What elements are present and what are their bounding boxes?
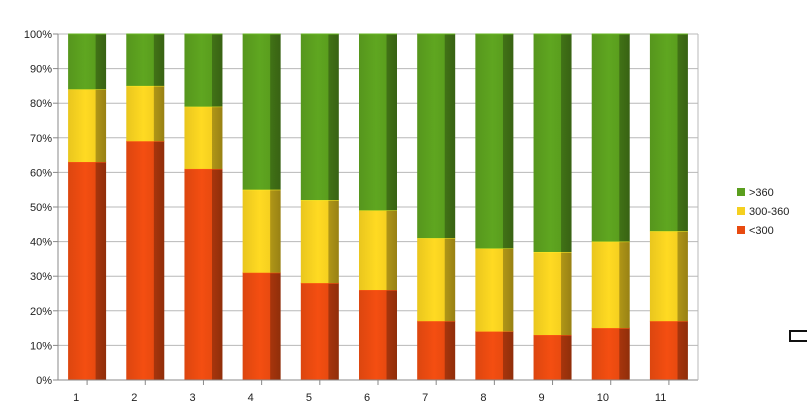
- bar-3-300-360: [184, 106, 223, 169]
- x-tick-label: 6: [364, 392, 370, 404]
- x-tick-label: 7: [422, 392, 428, 404]
- bar-6-<300: [359, 290, 397, 380]
- legend-swatch-<300: [737, 226, 745, 234]
- x-tick-label: 10: [597, 392, 609, 404]
- bar-5-300-360: [300, 200, 339, 284]
- y-tick-label: 70%: [30, 133, 52, 145]
- bar-2-<300: [126, 141, 165, 380]
- bar-11->360: [649, 34, 688, 232]
- bar-2->360: [126, 34, 165, 86]
- bar-7-<300: [417, 321, 456, 380]
- y-tick-label: 80%: [30, 98, 52, 110]
- bar-6->360: [359, 34, 397, 211]
- bar-7->360: [417, 34, 456, 239]
- bar-2-300-360: [126, 85, 165, 142]
- y-tick-label: 40%: [30, 237, 52, 249]
- bar-11-300-360: [649, 231, 688, 322]
- bar-1-<300: [68, 162, 107, 380]
- bar-7-300-360: [417, 238, 456, 322]
- bar-9->360: [533, 34, 572, 252]
- y-tick-label: 100%: [24, 29, 52, 41]
- bar-5-<300: [300, 283, 339, 380]
- x-tick-label: 4: [248, 392, 254, 404]
- legend-label->360: >360: [749, 187, 774, 199]
- bars: [68, 33, 688, 380]
- bar-11-<300: [649, 321, 688, 380]
- y-tick-label: 50%: [30, 202, 52, 214]
- y-tick-label: 0%: [36, 375, 52, 387]
- x-tick-label: 2: [131, 392, 137, 404]
- y-tick-label: 10%: [30, 340, 52, 352]
- x-tick-label: 11: [655, 392, 666, 404]
- y-tick-label: 90%: [30, 64, 52, 76]
- bar-9-300-360: [533, 251, 572, 336]
- legend-swatch->360: [737, 188, 745, 196]
- bar-6-300-360: [359, 210, 397, 291]
- x-tick-label: 8: [480, 392, 486, 404]
- partial-box-artifact: [789, 330, 807, 342]
- bar-10-300-360: [591, 241, 630, 329]
- bar-10-<300: [591, 328, 630, 380]
- legend-label-<300: <300: [749, 225, 774, 237]
- bar-8-300-360: [475, 248, 514, 332]
- y-tick-label: 60%: [30, 167, 52, 179]
- y-tick-label: 20%: [30, 306, 52, 318]
- x-tick-label: 1: [73, 392, 79, 404]
- x-tick-label: 3: [189, 392, 195, 404]
- bar-3->360: [184, 34, 223, 107]
- bar-4-300-360: [242, 189, 281, 273]
- bar-1->360: [68, 34, 107, 90]
- axes: [57, 34, 699, 381]
- y-axis-ticks: 0% 10% 20% 30% 40% 50% 60% 70% 80% 90% 100%: [24, 29, 58, 387]
- bar-9-<300: [533, 335, 572, 380]
- y-tick-label: 30%: [30, 271, 52, 283]
- x-tick-label: 9: [539, 392, 545, 404]
- bar-4-<300: [242, 272, 281, 380]
- legend-label-300-360: 300-360: [749, 206, 789, 218]
- legend-swatch-300-360: [737, 207, 745, 215]
- bar-5->360: [300, 34, 339, 201]
- bar-10->360: [591, 34, 630, 242]
- x-axis-ticks: 1 2 3 4 5 6 7 8 9 10 11: [73, 380, 670, 404]
- bar-8-<300: [475, 331, 514, 380]
- bar-1-300-360: [68, 89, 107, 163]
- legend: >360 300-360 <300: [737, 187, 789, 237]
- bar-3-<300: [184, 168, 223, 380]
- bar-4->360: [242, 34, 281, 190]
- x-tick-label: 5: [306, 392, 312, 404]
- bar-8->360: [475, 34, 514, 249]
